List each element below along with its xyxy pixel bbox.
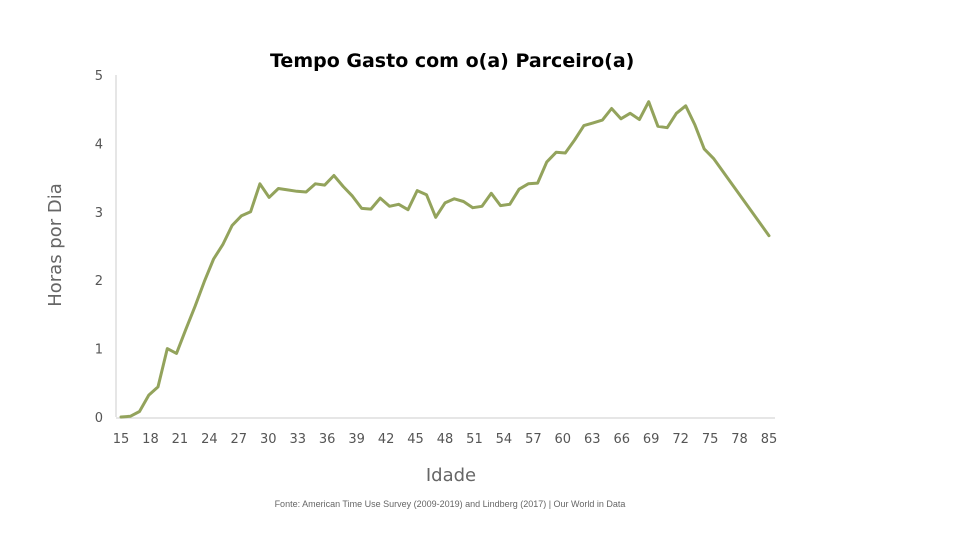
x-tick-label: 45 <box>407 432 424 447</box>
x-tick-label: 72 <box>672 432 689 447</box>
x-tick-label: 57 <box>525 432 542 447</box>
x-tick-label: 36 <box>319 432 336 447</box>
y-tick-label: 2 <box>95 274 103 289</box>
series-layer <box>119 100 771 419</box>
series-line <box>119 100 771 419</box>
x-tick-label: 33 <box>289 432 306 447</box>
x-tick-label: 30 <box>260 432 277 447</box>
x-tick-label: 75 <box>702 432 719 447</box>
chart-source: Fonte: American Time Use Survey (2009-20… <box>274 499 626 509</box>
tick-labels: 15 18 21 24 27 30 33 36 39 42 45 48 51 54 57 60 63 66 69 72… <box>95 69 778 447</box>
x-tick-label: 24 <box>201 432 218 447</box>
chart-title: Tempo Gasto com o(a) Parceiro(a) <box>270 50 635 72</box>
x-tick-label: 48 <box>437 432 454 447</box>
x-tick-label: 18 <box>142 432 159 447</box>
x-tick-label: 63 <box>584 432 601 447</box>
y-tick-label: 3 <box>95 206 103 221</box>
x-tick-label: 21 <box>172 432 189 447</box>
y-axis-title: Horas por Dia <box>45 183 66 307</box>
x-tick-label: 85 <box>761 432 778 447</box>
x-tick-label: 60 <box>555 432 572 447</box>
x-tick-label: 69 <box>643 432 660 447</box>
y-tick-label: 4 <box>95 137 103 152</box>
x-tick-label: 39 <box>348 432 365 447</box>
y-tick-label: 1 <box>95 343 103 358</box>
x-tick-label: 15 <box>113 432 130 447</box>
x-tick-label: 54 <box>496 432 513 447</box>
x-axis-title: Idade <box>426 465 476 486</box>
x-tick-label: 78 <box>731 432 748 447</box>
x-tick-label: 66 <box>613 432 630 447</box>
y-tick-label: 5 <box>95 69 103 84</box>
y-tick-label: 0 <box>95 411 103 426</box>
x-tick-label: 42 <box>378 432 395 447</box>
x-tick-label: 51 <box>466 432 483 447</box>
x-tick-label: 27 <box>231 432 248 447</box>
chart-axes <box>115 75 775 419</box>
